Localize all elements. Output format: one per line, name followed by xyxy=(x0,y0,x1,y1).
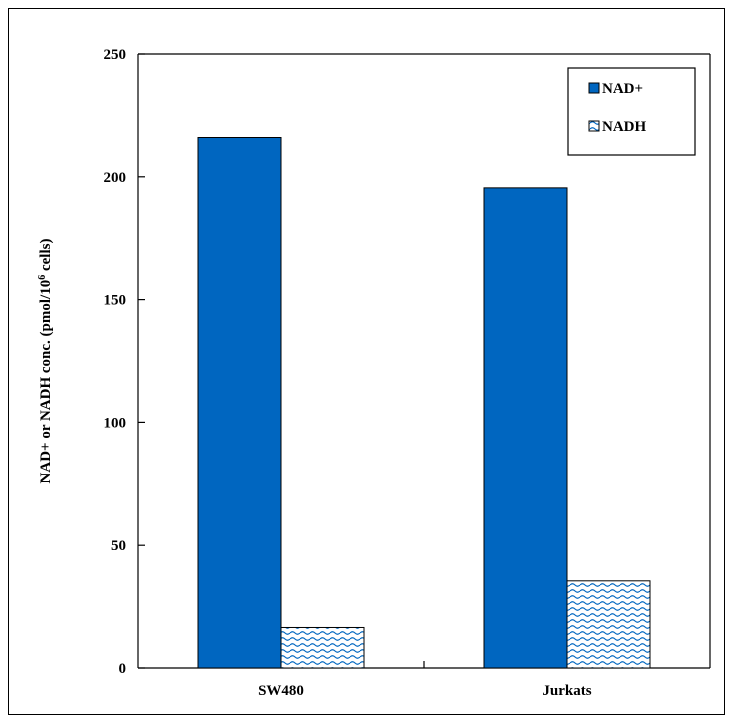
y-axis-title-main: NAD+ or NADH conc. (pmol/10 xyxy=(38,280,54,484)
x-ticks: SW480 Jurkats xyxy=(258,661,592,699)
bar-nadh-jurkats xyxy=(566,580,651,669)
x-tick-label: SW480 xyxy=(258,683,304,699)
y-axis-title: NAD+ or NADH conc. (pmol/106 cells) xyxy=(37,239,55,484)
bar-nad-sw480 xyxy=(197,137,282,669)
y-axis-title-superscript: 6 xyxy=(37,275,48,280)
legend-label-nad: NAD+ xyxy=(602,81,643,97)
legend-box xyxy=(567,67,696,156)
bar-nadh-sw480 xyxy=(280,626,365,669)
y-tick-label: 100 xyxy=(104,415,127,431)
y-tick-label: 50 xyxy=(111,538,126,554)
y-axis-title-end: cells) xyxy=(38,239,54,275)
bars xyxy=(197,137,651,669)
legend-label-nadh: NADH xyxy=(602,119,646,135)
legend-swatch-nadh xyxy=(588,120,600,132)
y-tick-label: 200 xyxy=(104,170,127,186)
y-tick-label: 150 xyxy=(104,293,127,309)
legend-swatch-nad xyxy=(588,82,600,94)
bar-nad-jurkats xyxy=(483,187,568,669)
y-ticks: 0 50 100 150 200 250 xyxy=(104,47,145,677)
y-tick-label: 0 xyxy=(119,661,127,677)
y-tick-label: 250 xyxy=(104,47,127,63)
legend: NAD+ NADH xyxy=(567,67,696,156)
x-tick-label: Jurkats xyxy=(542,683,591,699)
